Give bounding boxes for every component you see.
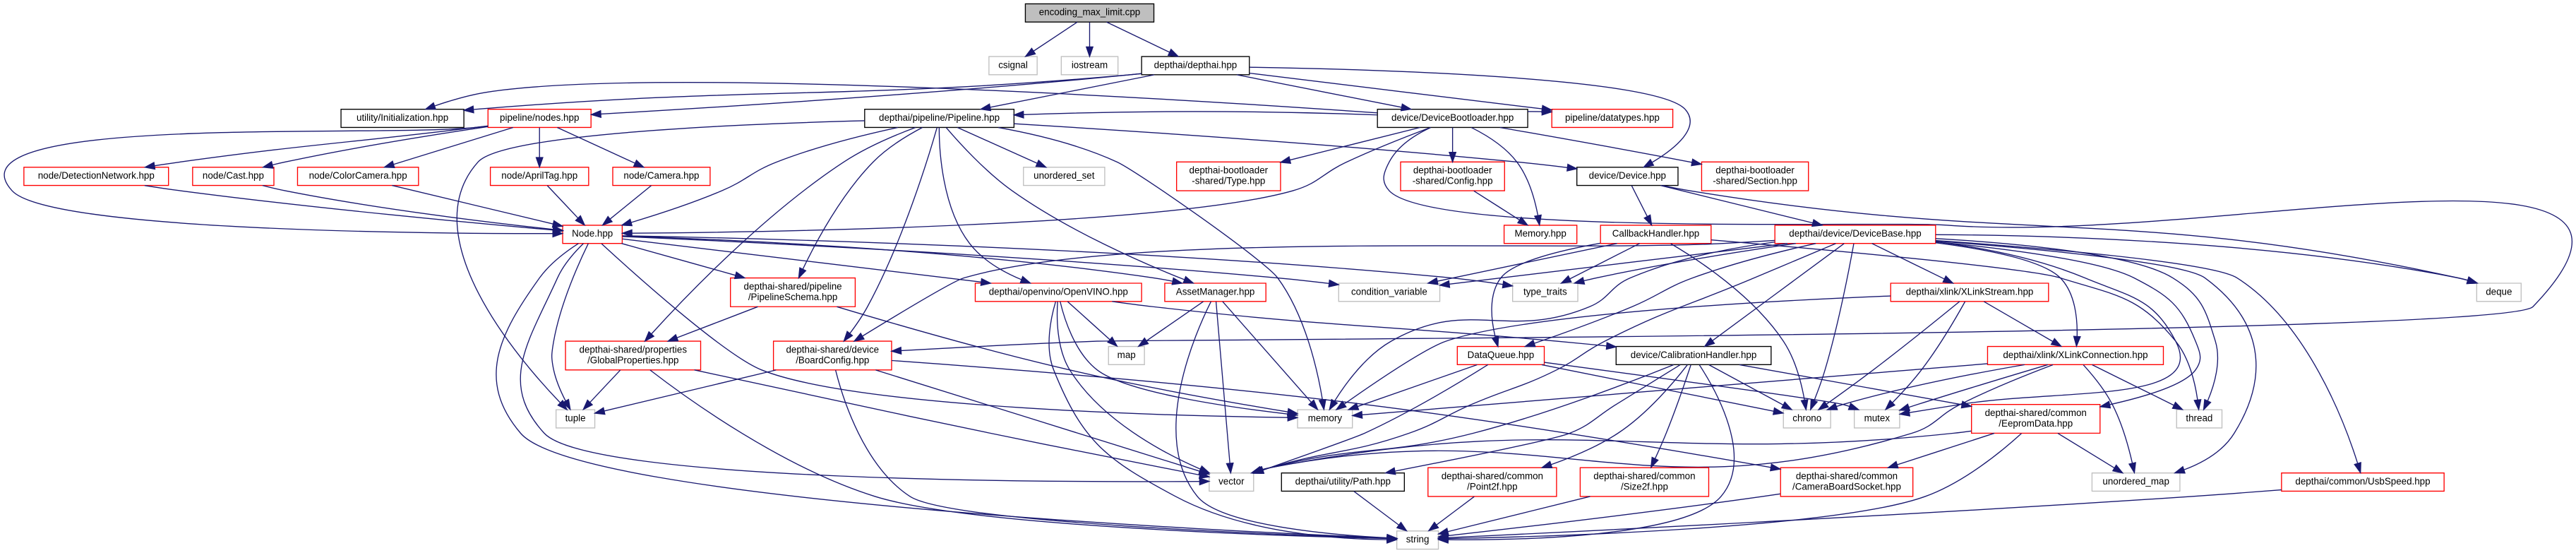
svg-text:device/Device.hpp: device/Device.hpp — [1589, 170, 1666, 181]
svg-text:AssetManager.hpp: AssetManager.hpp — [1176, 286, 1255, 297]
svg-text:device/CalibrationHandler.hpp: device/CalibrationHandler.hpp — [1631, 350, 1756, 360]
svg-text:iostream: iostream — [1072, 59, 1108, 70]
svg-text:depthai/common/UsbSpeed.hpp: depthai/common/UsbSpeed.hpp — [2295, 476, 2430, 487]
svg-text:/CameraBoardSocket.hpp: /CameraBoardSocket.hpp — [1792, 481, 1901, 492]
svg-text:depthai-shared/common: depthai-shared/common — [1593, 470, 1695, 481]
svg-text:device/DeviceBootloader.hpp: device/DeviceBootloader.hpp — [1391, 112, 1514, 123]
svg-text:depthai/openvino/OpenVINO.hpp: depthai/openvino/OpenVINO.hpp — [989, 286, 1128, 297]
svg-text:depthai/pipeline/Pipeline.hpp: depthai/pipeline/Pipeline.hpp — [879, 112, 1000, 123]
svg-text:depthai-shared/properties: depthai-shared/properties — [580, 344, 688, 355]
svg-text:node/ColorCamera.hpp: node/ColorCamera.hpp — [309, 170, 407, 181]
svg-text:depthai/device/DeviceBase.hpp: depthai/device/DeviceBase.hpp — [1789, 228, 1921, 239]
svg-text:DataQueue.hpp: DataQueue.hpp — [1468, 350, 1534, 360]
svg-text:depthai/utility/Path.hpp: depthai/utility/Path.hpp — [1295, 476, 1391, 487]
svg-text:condition_variable: condition_variable — [1351, 286, 1427, 297]
svg-text:utility/Initialization.hpp: utility/Initialization.hpp — [357, 112, 448, 123]
svg-text:-shared/Section.hpp: -shared/Section.hpp — [1713, 175, 1797, 186]
svg-text:depthai-shared/device: depthai-shared/device — [786, 344, 879, 355]
svg-text:/GlobalProperties.hpp: /GlobalProperties.hpp — [587, 355, 678, 365]
svg-text:tuple: tuple — [565, 412, 586, 423]
svg-text:depthai/xlink/XLinkConnection.: depthai/xlink/XLinkConnection.hpp — [2003, 350, 2147, 360]
svg-text:Node.hpp: Node.hpp — [572, 228, 613, 239]
svg-text:depthai-shared/pipeline: depthai-shared/pipeline — [744, 281, 842, 292]
svg-text:depthai-shared/common: depthai-shared/common — [1985, 408, 2087, 418]
svg-text:unordered_map: unordered_map — [2102, 476, 2169, 487]
svg-text:depthai-bootloader: depthai-bootloader — [1715, 165, 1795, 176]
svg-text:type_traits: type_traits — [1523, 286, 1567, 297]
svg-text:depthai-bootloader: depthai-bootloader — [1190, 165, 1269, 176]
svg-text:-shared/Config.hpp: -shared/Config.hpp — [1413, 175, 1493, 186]
svg-text:depthai/xlink/XLinkStream.hpp: depthai/xlink/XLinkStream.hpp — [1906, 286, 2034, 297]
svg-text:pipeline/nodes.hpp: pipeline/nodes.hpp — [500, 112, 579, 123]
svg-text:encoding_max_limit.cpp: encoding_max_limit.cpp — [1039, 7, 1141, 18]
svg-text:/Size2f.hpp: /Size2f.hpp — [1621, 481, 1668, 492]
svg-text:memory: memory — [1308, 412, 1343, 423]
svg-text:node/Camera.hpp: node/Camera.hpp — [623, 170, 699, 181]
svg-text:depthai-shared/common: depthai-shared/common — [1442, 470, 1543, 481]
svg-text:/PipelineSchema.hpp: /PipelineSchema.hpp — [748, 292, 837, 302]
svg-text:unordered_set: unordered_set — [1034, 170, 1095, 181]
svg-text:node/DetectionNetwork.hpp: node/DetectionNetwork.hpp — [38, 170, 155, 181]
svg-text:mutex: mutex — [1864, 412, 1891, 423]
svg-text:pipeline/datatypes.hpp: pipeline/datatypes.hpp — [1565, 112, 1660, 123]
svg-text:depthai-shared/common: depthai-shared/common — [1796, 470, 1898, 481]
svg-text:csignal: csignal — [998, 59, 1028, 70]
svg-text:deque: deque — [2486, 286, 2512, 297]
svg-text:string: string — [1406, 534, 1430, 545]
svg-text:depthai-bootloader: depthai-bootloader — [1413, 165, 1492, 176]
svg-text:node/Cast.hpp: node/Cast.hpp — [203, 170, 264, 181]
svg-text:node/AprilTag.hpp: node/AprilTag.hpp — [501, 170, 577, 181]
svg-text:CallbackHandler.hpp: CallbackHandler.hpp — [1612, 228, 1699, 239]
svg-text:/EepromData.hpp: /EepromData.hpp — [1999, 418, 2073, 429]
svg-text:/Point2f.hpp: /Point2f.hpp — [1467, 481, 1517, 492]
svg-text:depthai/depthai.hpp: depthai/depthai.hpp — [1154, 59, 1238, 70]
svg-text:/BoardConfig.hpp: /BoardConfig.hpp — [796, 355, 869, 365]
svg-text:thread: thread — [2186, 412, 2212, 423]
svg-text:-shared/Type.hpp: -shared/Type.hpp — [1192, 175, 1265, 186]
svg-text:chrono: chrono — [1792, 412, 1821, 423]
svg-text:Memory.hpp: Memory.hpp — [1514, 228, 1566, 239]
svg-text:map: map — [1118, 350, 1136, 360]
svg-text:vector: vector — [1218, 476, 1245, 487]
